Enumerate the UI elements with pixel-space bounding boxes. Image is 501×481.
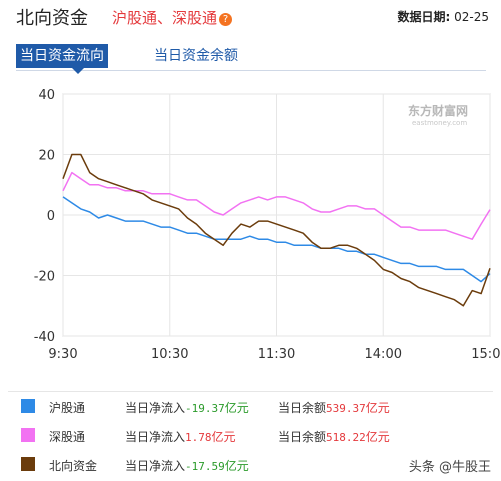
y-tick-label: 40 — [38, 88, 55, 103]
series-line — [62, 153, 491, 307]
flow-value: 1.78 — [185, 431, 212, 444]
chart-grid — [62, 93, 491, 337]
legend-swatch-sh — [21, 399, 35, 413]
legend-balance: 当日余额518.22亿元 — [278, 430, 390, 444]
legend-table: 沪股通 当日净流入-19.37亿元 当日余额539.37亿元 深股通 当日净流入… — [8, 391, 493, 479]
legend-row: 北向资金 当日净流入-17.59亿元 — [8, 450, 493, 479]
help-icon[interactable]: ? — [219, 13, 233, 26]
subtitle-link[interactable]: 沪股通、深股通? — [112, 7, 233, 28]
flow-value: -17.59 — [185, 460, 225, 473]
x-tick-label: 14:00 — [365, 347, 402, 362]
x-tick-label: 9:30 — [48, 347, 77, 362]
legend-flow: 当日净流入-19.37亿元 — [125, 401, 249, 415]
flow-chart: 东方财富网 eastmoney.com 40 20 0 -20 -40 9:30 10:3… — [34, 88, 501, 362]
y-tick-label: -20 — [34, 270, 55, 285]
legend-swatch-north — [21, 457, 35, 471]
active-tab-pointer — [72, 68, 84, 74]
header: 北向资金 沪股通、深股通? 数据日期: 02-25 — [0, 0, 501, 30]
series-lines — [62, 153, 491, 307]
y-tick-label: 0 — [47, 209, 55, 224]
legend-name: 沪股通 — [49, 401, 86, 415]
date-value: 02-25 — [454, 10, 489, 24]
legend-name: 北向资金 — [49, 459, 98, 473]
legend-flow: 当日净流入-17.59亿元 — [125, 459, 249, 473]
page-title: 北向资金 — [16, 8, 88, 29]
balance-value: 518.22 — [326, 431, 366, 444]
legend-balance: 当日余额539.37亿元 — [278, 401, 390, 415]
tab-daily-flow[interactable]: 当日资金流向 — [16, 44, 108, 68]
x-tick-label: 11:30 — [258, 347, 295, 362]
x-axis: 9:30 10:30 11:30 14:00 15:00 — [48, 347, 501, 362]
tab-daily-balance[interactable]: 当日资金余额 — [154, 48, 238, 64]
date-label: 数据日期: — [397, 10, 451, 24]
flow-value: -19.37 — [185, 402, 225, 415]
eastmoney-logo: 东方财富网 eastmoney.com — [408, 103, 468, 127]
legend-name: 深股通 — [49, 430, 86, 444]
logo-text: 东方财富网 — [408, 103, 468, 118]
subtitle-text[interactable]: 沪股通、深股通 — [112, 9, 218, 27]
data-date: 数据日期: 02-25 — [397, 8, 489, 25]
legend-row: 深股通 当日净流入1.78亿元 当日余额518.22亿元 — [8, 421, 493, 450]
y-tick-label: -40 — [34, 330, 55, 345]
balance-value: 539.37 — [326, 402, 366, 415]
source-watermark: 头条 @牛股王 — [406, 456, 493, 475]
tab-bar: 当日资金流向 当日资金余额 — [16, 44, 486, 74]
logo-subtext: eastmoney.com — [412, 119, 467, 127]
series-line — [62, 196, 491, 283]
y-tick-label: 20 — [38, 149, 55, 164]
y-axis: 40 20 0 -20 -40 — [34, 88, 55, 345]
x-tick-label: 10:30 — [151, 347, 188, 362]
legend-flow: 当日净流入1.78亿元 — [125, 430, 236, 444]
x-tick-label: 15:00 — [471, 347, 501, 362]
legend-swatch-sz — [21, 428, 35, 442]
legend-row: 沪股通 当日净流入-19.37亿元 当日余额539.37亿元 — [8, 392, 493, 421]
